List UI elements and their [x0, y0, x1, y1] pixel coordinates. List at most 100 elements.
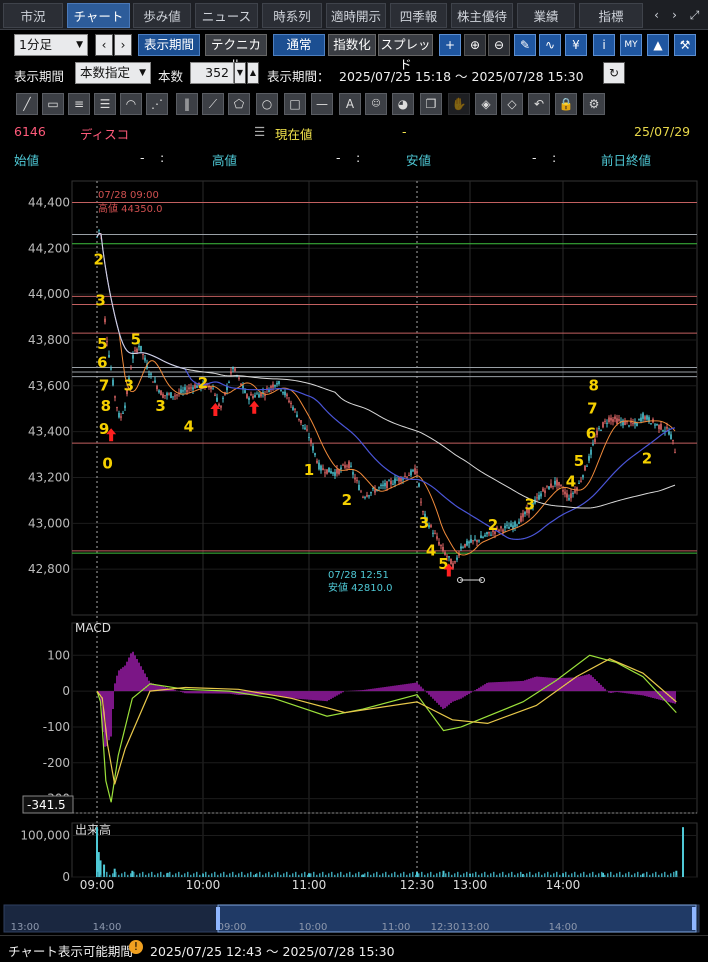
gann-tool-icon[interactable]: ⟋	[202, 93, 224, 115]
info-icon[interactable]: i	[593, 34, 615, 56]
eraser-all-tool-icon[interactable]: ◇	[501, 93, 523, 115]
range-label: 表示期間：	[267, 69, 330, 84]
candle-body	[434, 533, 436, 535]
candle-body	[164, 395, 166, 397]
candle-body	[254, 395, 256, 398]
trendline-tool-icon[interactable]: ╱	[16, 93, 38, 115]
yen-icon[interactable]: ¥	[565, 34, 587, 56]
settings-tool-icon[interactable]: ⚙	[583, 93, 605, 115]
ruler-tool-icon[interactable]: ▭	[42, 93, 64, 115]
tab-tick[interactable]: 歩み値	[133, 3, 191, 28]
my-chart-icon[interactable]: MY	[620, 34, 642, 56]
reload-icon[interactable]: ↻	[603, 62, 625, 84]
vlines-tool-icon[interactable]: ‖	[176, 93, 198, 115]
volume-bar	[391, 873, 393, 877]
fan-tool-icon[interactable]: ⋰	[146, 93, 168, 115]
tab-shikiho[interactable]: 四季報	[390, 3, 447, 28]
text-tool-icon[interactable]: A	[339, 93, 361, 115]
scroll-tabs-left-icon[interactable]: ‹	[654, 8, 659, 22]
volume-bar	[577, 874, 579, 877]
zoom-in-icon[interactable]: ⊕	[464, 34, 486, 56]
line-tool-icon[interactable]: —	[311, 93, 333, 115]
wave-icon[interactable]: ∿	[539, 34, 561, 56]
volume-bar	[430, 871, 432, 877]
hline-tool-icon[interactable]: ≡	[68, 93, 90, 115]
volume-bar	[541, 874, 543, 877]
candle-body	[492, 530, 494, 533]
spread-mode-button[interactable]: スプレッド	[378, 34, 433, 72]
wave-label: 3	[524, 496, 534, 514]
volume-bar	[355, 873, 357, 877]
candle-body	[98, 229, 100, 231]
tab-disclosure[interactable]: 適時開示	[326, 3, 386, 28]
normal-mode-button[interactable]: 通常	[273, 34, 325, 56]
y-tick-label: 44,400	[28, 195, 70, 209]
wave-label: 6	[97, 353, 107, 371]
arc-tool-icon[interactable]: ◠	[120, 93, 142, 115]
period-navigator[interactable]: 13:00 14:00 09:00 10:00 11:00 12:30 13:00 14:00	[3, 577, 700, 934]
volume-bar	[280, 874, 282, 877]
volume-bar	[358, 871, 360, 877]
wrench-icon[interactable]: ⚒	[674, 34, 696, 56]
volume-bar	[526, 873, 528, 877]
count-up-icon[interactable]: ▲	[247, 62, 259, 84]
undo-tool-icon[interactable]: ↶	[528, 93, 550, 115]
volume-bar	[595, 874, 597, 877]
candle-body	[158, 390, 160, 393]
volume-bar	[583, 871, 585, 877]
count-input[interactable]: 352	[190, 62, 234, 84]
magnet-tool-icon[interactable]: ◕	[392, 93, 414, 115]
tab-chart[interactable]: チャート	[67, 3, 130, 28]
volume-bar	[292, 873, 294, 877]
interval-select[interactable]: 1分足 ▼	[14, 34, 88, 56]
stock-name[interactable]: ディスコ	[80, 127, 130, 142]
price-chart[interactable]: 42,800 43,000 43,200 43,400 43,600 43,800 44,0…	[0, 145, 708, 935]
candle-body	[356, 480, 358, 482]
tab-performance[interactable]: 業績	[517, 3, 575, 28]
expand-icon[interactable]: ⤢	[689, 8, 700, 22]
candle-body	[542, 488, 544, 492]
tab-indicators[interactable]: 指標	[579, 3, 643, 28]
prev-button[interactable]: ‹	[95, 34, 113, 56]
candle-body	[526, 508, 528, 513]
next-button[interactable]: ›	[114, 34, 132, 56]
circle-tool-icon[interactable]: ○	[256, 93, 278, 115]
tab-timeseries[interactable]: 時系列	[262, 3, 322, 28]
navigator-label: 09:00	[218, 922, 247, 933]
tab-market[interactable]: 市況	[3, 3, 63, 28]
volume-bar	[271, 874, 273, 877]
candle-body	[402, 478, 404, 480]
candle-body	[246, 394, 248, 398]
eraser-tool-icon[interactable]: ◈	[475, 93, 497, 115]
zoom-out-icon[interactable]: ⊖	[488, 34, 510, 56]
candle-body	[372, 488, 374, 490]
candle-body	[274, 385, 276, 387]
fibonacci-tool-icon[interactable]: ☰	[94, 93, 116, 115]
x-tick-label: 14:00	[546, 878, 581, 892]
period-mode-select[interactable]: 本数指定 ▼	[75, 62, 151, 84]
scroll-tabs-right-icon[interactable]: ›	[672, 8, 677, 22]
count-down-icon[interactable]: ▼	[234, 62, 246, 84]
lock-tool-icon[interactable]: 🔒	[555, 93, 577, 115]
chart-type-icon[interactable]: ▲	[647, 34, 669, 56]
technical-button[interactable]: テクニカル	[205, 34, 267, 72]
candle-body	[418, 483, 420, 487]
volume-bar	[352, 874, 354, 877]
crosshair-icon[interactable]: +	[439, 34, 461, 56]
high-label: 高値	[212, 153, 238, 168]
icon-tool-icon[interactable]: ☺	[365, 93, 387, 115]
rectangle-tool-icon[interactable]: □	[284, 93, 306, 115]
volume-bar	[367, 871, 369, 877]
tab-benefits[interactable]: 株主優待	[451, 3, 513, 28]
wave-label: 3	[95, 292, 105, 310]
wave-label: 5	[438, 555, 448, 573]
hand-tool-icon[interactable]: ✋	[448, 93, 470, 115]
pencil-icon[interactable]: ✎	[514, 34, 536, 56]
copy-tool-icon[interactable]: ❐	[420, 93, 442, 115]
display-period-button[interactable]: 表示期間	[138, 34, 200, 56]
candle-body	[304, 427, 306, 430]
tab-news[interactable]: ニュース	[195, 3, 258, 28]
candle-body	[622, 420, 624, 426]
index-mode-button[interactable]: 指数化	[328, 34, 376, 56]
pentagon-tool-icon[interactable]: ⬠	[228, 93, 250, 115]
